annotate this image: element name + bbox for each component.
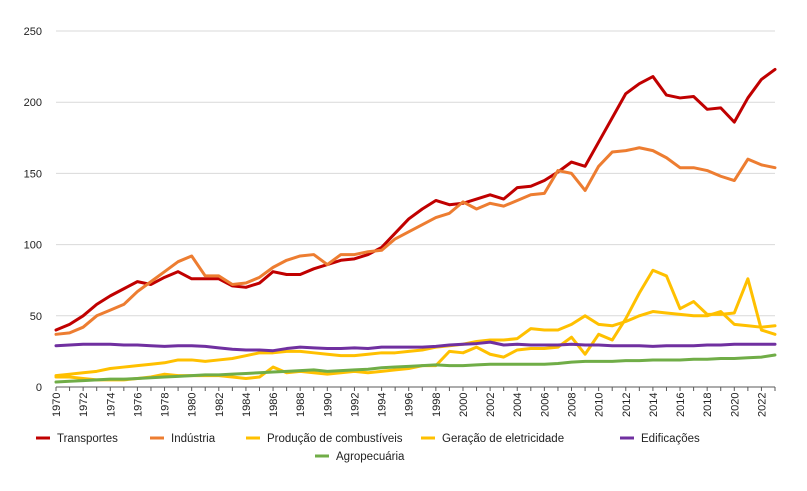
- x-tick-label: 2020: [729, 393, 741, 417]
- x-tick-label: 1976: [132, 393, 144, 417]
- x-tick-label: 1982: [214, 393, 226, 417]
- legend-label: Indústria: [171, 433, 216, 445]
- x-tick-label: 1992: [349, 393, 361, 417]
- gridlines: [56, 30, 775, 317]
- x-tick-label: 1984: [241, 393, 253, 417]
- x-tick-label: 1972: [78, 393, 90, 417]
- legend-label: Transportes: [57, 433, 118, 445]
- legend-label: Edificações: [641, 433, 700, 445]
- y-tick-label: 200: [24, 97, 42, 109]
- x-tick-label: 1974: [105, 393, 117, 417]
- x-tick-label: 2006: [539, 393, 551, 417]
- x-tick-label: 2004: [512, 393, 524, 417]
- y-tick-label: 150: [24, 168, 42, 180]
- x-tick-label: 1996: [404, 393, 416, 417]
- x-tick-label: 2022: [756, 393, 768, 417]
- x-tick-label: 1986: [268, 393, 280, 417]
- legend-label: Produção de combustíveis: [267, 433, 403, 445]
- series-line-5: [54, 340, 777, 353]
- x-tick-label: 2008: [567, 393, 579, 417]
- legend: Transportes Indústria Produção de combustí…: [36, 433, 700, 463]
- x-tick-label: 1994: [377, 393, 389, 417]
- x-tick-label: 2018: [702, 393, 714, 417]
- x-tick-label: 2014: [648, 393, 660, 417]
- y-tick-label: 0: [36, 382, 42, 394]
- x-tick-label: 1970: [51, 393, 63, 417]
- x-tick-label: 1978: [160, 393, 172, 417]
- series-line-3: [54, 310, 777, 378]
- series-line-1: [54, 67, 777, 332]
- axes: 0 50 100 150 200 250 1970 1972 1974 1976 1978 1980 1…: [24, 26, 776, 417]
- x-tick-label: 1998: [431, 393, 443, 417]
- series-line-2: [54, 146, 777, 336]
- x-tick-label: 2000: [458, 393, 470, 417]
- legend-label: Agropecuária: [336, 451, 405, 463]
- y-tick-label: 100: [24, 240, 42, 252]
- x-tick-label: 2010: [594, 393, 606, 417]
- x-tick-label: 2012: [621, 393, 633, 417]
- y-tick-label: 50: [30, 311, 42, 323]
- x-tick-label: 1988: [295, 393, 307, 417]
- legend-label: Geração de eletricidade: [442, 433, 564, 445]
- x-tick-label: 2002: [485, 393, 497, 417]
- x-tick-label: 2016: [675, 393, 687, 417]
- x-tick-label: 1980: [187, 393, 199, 417]
- series-line-6: [54, 353, 777, 384]
- x-tick-label: 1990: [322, 393, 334, 417]
- y-tick-label: 250: [24, 26, 42, 38]
- series-lines: [54, 67, 777, 384]
